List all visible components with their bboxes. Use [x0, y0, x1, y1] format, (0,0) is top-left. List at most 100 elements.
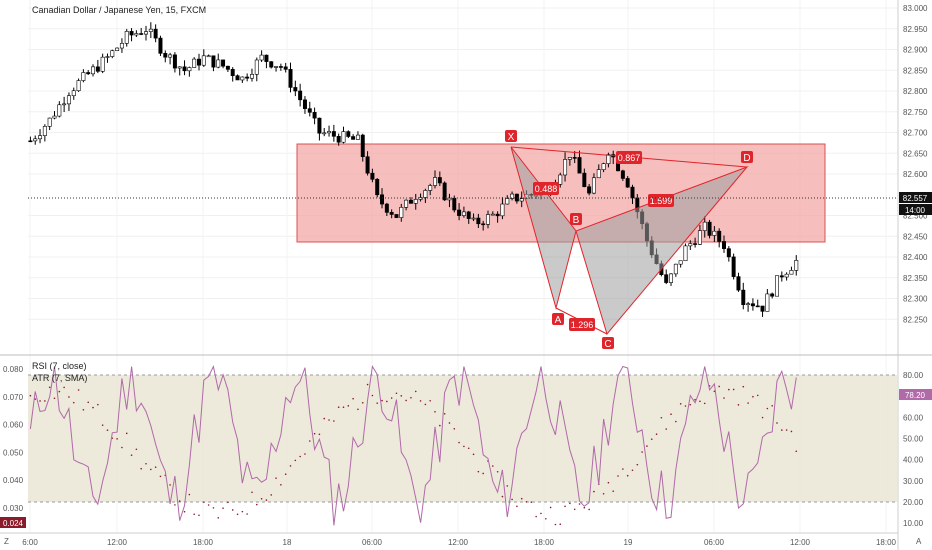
- candle-body: [591, 177, 596, 194]
- candle-body: [355, 134, 360, 140]
- rsi-tick-label: 80.00: [903, 371, 924, 380]
- candle-body: [76, 80, 81, 92]
- atr-dot: [665, 428, 668, 430]
- price-tick-label: 82.500: [903, 212, 928, 221]
- atr-dot: [583, 506, 586, 509]
- atr-dot: [207, 504, 210, 506]
- atr-dot: [675, 420, 677, 423]
- candle-body: [683, 245, 688, 262]
- atr-dot: [280, 483, 282, 486]
- corner-right-label[interactable]: A: [916, 537, 922, 546]
- point-d-label: D: [741, 151, 753, 164]
- atr-dot: [212, 507, 215, 509]
- price-tick-label: 82.650: [903, 149, 928, 158]
- ratio-xd-label: 0.867: [616, 151, 642, 164]
- candle-body: [245, 76, 250, 79]
- candle-body: [394, 214, 399, 218]
- atr-dot: [58, 390, 61, 393]
- candle-body: [693, 243, 698, 245]
- candle-body: [558, 174, 563, 185]
- atr-dot: [328, 419, 330, 421]
- atr-dot: [313, 432, 316, 435]
- atr-dot: [492, 465, 494, 467]
- price-tick-label: 82.400: [903, 253, 928, 262]
- candle-body: [717, 230, 722, 242]
- atr-dot: [482, 472, 484, 475]
- atr-dot: [496, 470, 499, 473]
- atr-dot: [39, 400, 41, 402]
- rsi-tick-label: 60.00: [903, 413, 924, 422]
- candle-body: [91, 66, 96, 75]
- atr-dot: [140, 467, 142, 470]
- atr-dot: [318, 433, 321, 436]
- atr-dot: [77, 389, 80, 391]
- candle-body: [380, 194, 385, 205]
- atr-dot: [366, 383, 369, 386]
- candle-body: [582, 172, 587, 188]
- atr-dot: [694, 398, 696, 401]
- candle-body: [481, 223, 486, 226]
- time-tick-label: 18: [283, 538, 292, 547]
- candle-body: [794, 260, 799, 271]
- atr-dot: [737, 404, 740, 406]
- atr-dot: [506, 485, 509, 487]
- candle-body: [288, 69, 293, 88]
- candle-body: [153, 28, 158, 39]
- atr-dot: [270, 494, 273, 496]
- time-tick-label: 06:00: [362, 538, 383, 547]
- atr-dot: [395, 392, 398, 395]
- candle-body: [264, 54, 269, 62]
- candle-body: [457, 209, 462, 216]
- svg-text:0.024: 0.024: [3, 519, 24, 528]
- atr-dot: [183, 510, 186, 513]
- candle-body: [57, 104, 62, 117]
- atr-dot: [135, 448, 138, 451]
- harmonic-pattern[interactable]: X A B C D 0.867: [505, 130, 753, 350]
- candle-body: [596, 169, 601, 179]
- candle-body: [33, 138, 38, 142]
- price-axis[interactable]: 83.000 82.950 82.900 82.850 82.800 82.750 82.7…: [903, 4, 928, 324]
- atr-dot: [97, 403, 99, 406]
- candle-body: [187, 67, 192, 72]
- svg-text:14:00: 14:00: [905, 206, 926, 215]
- candle-body: [630, 186, 635, 199]
- candle-body: [697, 230, 702, 245]
- svg-text:0.867: 0.867: [618, 153, 641, 163]
- candle-body: [741, 289, 746, 305]
- time-axis[interactable]: 6:00 12:00 18:00 18 06:00 12:00 18:00 19 06:00 12…: [22, 538, 896, 547]
- candle-body: [577, 157, 582, 174]
- rsi-tick-label: 50.00: [903, 435, 924, 444]
- atr-dot: [501, 495, 504, 498]
- price-tick-label: 82.450: [903, 232, 928, 241]
- corner-left-label[interactable]: Z: [4, 537, 9, 546]
- atr-tick-label: 0.050: [3, 448, 24, 457]
- atr-dot: [781, 429, 783, 431]
- atr-dot: [549, 506, 552, 509]
- atr-dot: [386, 400, 388, 403]
- atr-dot: [217, 517, 220, 519]
- time-tick-label: 06:00: [704, 538, 725, 547]
- atr-dot: [92, 406, 94, 409]
- candle-body: [572, 157, 577, 159]
- candle-body: [66, 95, 71, 105]
- atr-dot: [607, 481, 610, 484]
- countdown-badge: 14:00: [899, 204, 932, 215]
- ratio-xb-label: 0.488: [533, 182, 559, 195]
- atr-tick-label: 0.030: [3, 504, 24, 513]
- indicator-pane[interactable]: RSI (7, close) ATR (7, SMA): [28, 361, 898, 526]
- atr-dot: [390, 397, 393, 399]
- atr-dot: [544, 517, 547, 520]
- atr-tick-label: 0.060: [3, 421, 24, 430]
- candle-body: [750, 303, 755, 307]
- atr-value-badge: 0.024: [0, 517, 26, 528]
- candle-body: [134, 33, 139, 36]
- atr-dot: [713, 390, 716, 393]
- candle-body: [38, 135, 43, 140]
- svg-text:1.296: 1.296: [571, 320, 594, 330]
- atr-dot: [636, 463, 639, 466]
- atr-dot: [679, 403, 682, 405]
- candle-body: [442, 182, 447, 201]
- candle-body: [433, 177, 437, 186]
